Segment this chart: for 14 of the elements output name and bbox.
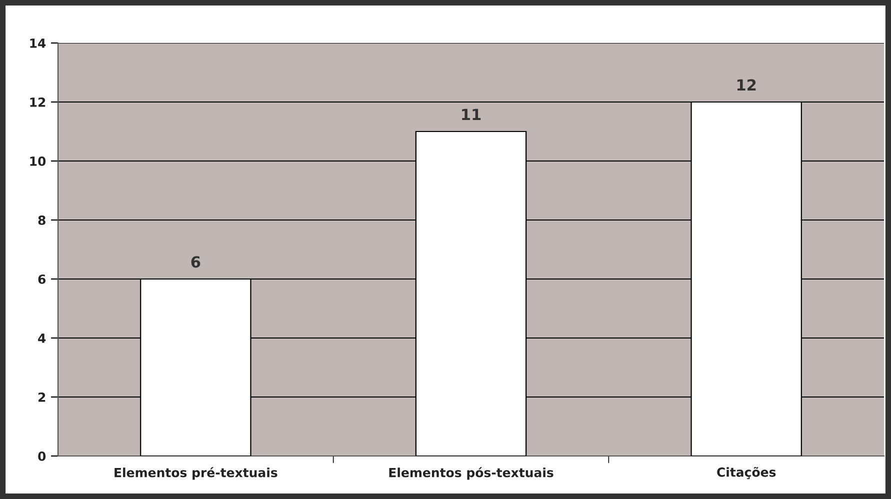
data-label: 11: [462, 108, 481, 120]
y-tick-label: 2: [38, 392, 46, 402]
y-tick-label: 8: [38, 215, 46, 225]
y-tick-label: 6: [38, 274, 46, 284]
y-tick-label: 0: [38, 451, 46, 461]
x-tick-label: Citações: [717, 466, 776, 480]
data-label: 12: [737, 79, 756, 90]
y-tick-label: 12: [30, 97, 46, 107]
y-tick-label: 14: [30, 38, 46, 48]
x-tick-label: Elementos pós-textuais: [389, 467, 554, 480]
data-label: 6: [191, 256, 200, 268]
y-tick-label: 4: [38, 334, 46, 343]
y-tick-label: 10: [30, 156, 46, 166]
x-tick-label: Elementos pré-textuais: [114, 467, 278, 480]
